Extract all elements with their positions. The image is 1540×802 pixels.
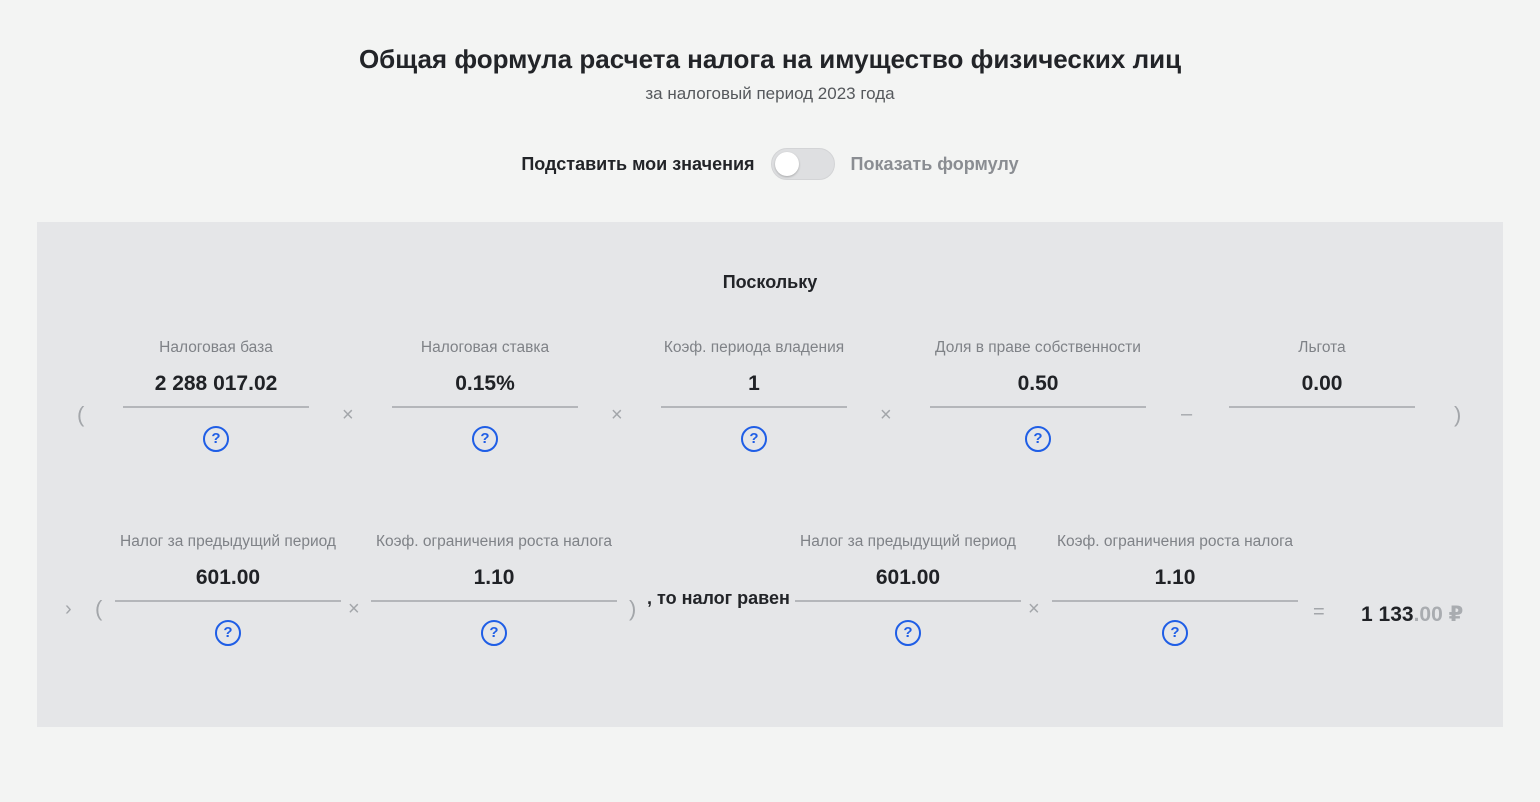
result-fraction: .00 ₽ bbox=[1413, 603, 1464, 626]
toggle-right-label[interactable]: Показать формулу bbox=[850, 153, 1019, 174]
field-growth-limit-coef: Коэф. ограничения роста налога 1.10 ? bbox=[1052, 532, 1298, 646]
minus-operator: – bbox=[1181, 403, 1193, 425]
field-underline bbox=[1052, 600, 1298, 602]
field-tax-rate: Налоговая ставка 0.15% ? bbox=[392, 338, 578, 452]
formula-panel: Поскольку ( Налоговая база 2 288 017.02 … bbox=[37, 222, 1503, 727]
field-underline bbox=[930, 406, 1146, 408]
field-tax-benefit: Льгота 0.00 bbox=[1229, 338, 1415, 408]
field-value[interactable]: 1.10 bbox=[1154, 566, 1196, 589]
field-label: Льгота bbox=[1298, 339, 1346, 356]
field-previous-tax: Налог за предыдущий период 601.00 ? bbox=[795, 532, 1021, 646]
then-tax-equals-text: , то налог равен bbox=[647, 588, 790, 608]
field-label: Коэф. периода владения bbox=[663, 339, 845, 356]
open-paren: ( bbox=[95, 596, 103, 621]
toggle-left-label[interactable]: Подставить мои значения bbox=[521, 153, 755, 174]
help-icon[interactable]: ? bbox=[472, 426, 498, 452]
field-value[interactable]: 601.00 bbox=[875, 566, 941, 589]
field-growth-limit-coef: Коэф. ограничения роста налога 1.10 ? bbox=[371, 532, 617, 646]
field-value[interactable]: 0.00 bbox=[1301, 372, 1343, 395]
field-label: Коэф. ограничения роста налога bbox=[1056, 533, 1294, 550]
field-underline bbox=[1229, 406, 1415, 408]
close-paren: ) bbox=[629, 596, 637, 621]
multiply-operator: × bbox=[880, 404, 892, 426]
field-label: Налог за предыдущий период bbox=[800, 533, 1016, 550]
help-icon[interactable]: ? bbox=[1162, 620, 1188, 646]
multiply-operator: × bbox=[348, 598, 360, 620]
field-value[interactable]: 601.00 bbox=[195, 566, 261, 589]
panel-heading: Поскольку bbox=[722, 272, 818, 292]
formula-toggle-switch[interactable] bbox=[770, 148, 835, 180]
field-tax-base: Налоговая база 2 288 017.02 ? bbox=[123, 338, 309, 452]
help-icon[interactable]: ? bbox=[481, 620, 507, 646]
field-label: Налоговая ставка bbox=[420, 339, 550, 356]
equals-operator: = bbox=[1313, 601, 1325, 623]
toggle-knob[interactable] bbox=[774, 152, 799, 176]
field-label: Коэф. ограничения роста налога bbox=[375, 533, 613, 550]
help-icon[interactable]: ? bbox=[741, 426, 767, 452]
help-icon[interactable]: ? bbox=[895, 620, 921, 646]
field-label: Налог за предыдущий период bbox=[120, 533, 336, 550]
multiply-operator: × bbox=[611, 404, 623, 426]
field-value[interactable]: 1 bbox=[748, 372, 760, 395]
close-paren: ) bbox=[1454, 402, 1462, 427]
field-ownership-share: Доля в праве собственности 0.50 ? bbox=[930, 338, 1146, 452]
page-title: Общая формула расчета налога на имуществ… bbox=[358, 44, 1182, 74]
field-underline bbox=[795, 600, 1021, 602]
page-subtitle: за налоговый период 2023 года bbox=[645, 84, 895, 103]
multiply-operator: × bbox=[1028, 598, 1040, 620]
field-previous-tax: Налог за предыдущий период 601.00 ? bbox=[115, 532, 341, 646]
field-value[interactable]: 2 288 017.02 bbox=[154, 372, 278, 395]
field-underline bbox=[661, 406, 847, 408]
field-value[interactable]: 1.10 bbox=[473, 566, 515, 589]
field-label: Налоговая база bbox=[159, 339, 273, 356]
result-integer: 1 133 bbox=[1361, 603, 1414, 626]
field-value[interactable]: 0.15% bbox=[455, 372, 515, 395]
multiply-operator: × bbox=[342, 404, 354, 426]
field-underline bbox=[371, 600, 617, 602]
formula-toggle-row: Подставить мои значения Показать формулу bbox=[0, 148, 1540, 180]
help-icon[interactable]: ? bbox=[215, 620, 241, 646]
open-paren: ( bbox=[77, 402, 85, 427]
field-label: Доля в праве собственности bbox=[935, 339, 1141, 356]
field-underline bbox=[123, 406, 309, 408]
help-icon[interactable]: ? bbox=[1025, 426, 1051, 452]
field-underline bbox=[392, 406, 578, 408]
field-underline bbox=[115, 600, 341, 602]
field-ownership-period-coef: Коэф. периода владения 1 ? bbox=[661, 338, 847, 452]
greater-than-operator: › bbox=[65, 598, 72, 620]
tax-result: 1 133.00 ₽ bbox=[1361, 602, 1463, 627]
help-icon[interactable]: ? bbox=[203, 426, 229, 452]
field-value[interactable]: 0.50 bbox=[1017, 372, 1059, 395]
